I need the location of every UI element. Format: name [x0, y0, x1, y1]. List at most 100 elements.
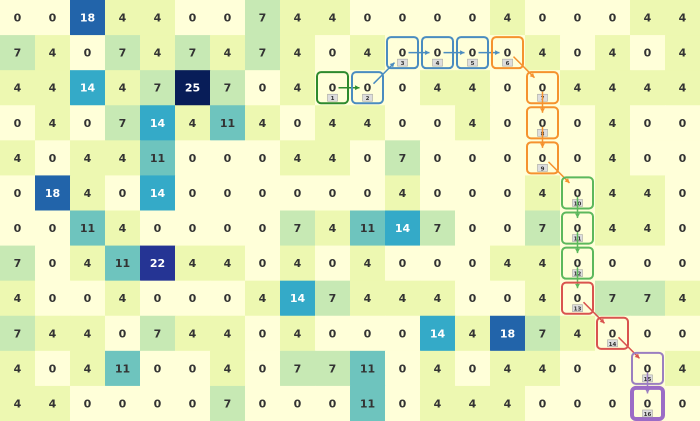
- heatmap-cell: [455, 280, 491, 317]
- cell-value-label: 0: [364, 327, 372, 340]
- heatmap-cell: [0, 385, 36, 421]
- cell-value-label: 0: [504, 187, 512, 200]
- cell-value-label: 4: [49, 47, 57, 60]
- cell-value-label: 0: [574, 152, 582, 165]
- cell-value-label: 4: [644, 82, 652, 95]
- cell-value-label: 0: [469, 152, 477, 165]
- cell-value-label: 4: [294, 47, 302, 60]
- cell-value-label: 11: [360, 362, 375, 375]
- cell-value-label: 0: [399, 257, 407, 270]
- cell-value-label: 4: [14, 397, 22, 410]
- heatmap-cell: [350, 315, 386, 352]
- cell-value-label: 0: [574, 12, 582, 25]
- heatmap-cell: [595, 35, 631, 71]
- heatmap-cell: [420, 210, 456, 247]
- cell-value-label: 0: [154, 362, 162, 375]
- arrow-head-icon: [495, 50, 500, 56]
- heatmap-cell: [595, 70, 631, 106]
- cell-value-label: 4: [119, 12, 127, 25]
- step-badge: [502, 58, 513, 67]
- cell-value-label: 0: [259, 82, 267, 95]
- heatmap-cell: [630, 35, 666, 71]
- cell-value-label: 4: [84, 152, 92, 165]
- path-arrow: [617, 336, 641, 359]
- cell-value-label: 4: [434, 397, 442, 410]
- cell-value-label: 4: [294, 12, 302, 25]
- cell-value-label: 4: [329, 117, 337, 130]
- arrow-head-icon: [540, 108, 545, 113]
- path-step-box: [526, 141, 559, 175]
- cell-value-label: 7: [609, 292, 617, 305]
- path-step-box: [491, 36, 524, 70]
- heatmap-cell: [455, 350, 491, 387]
- heatmap-cell: [280, 35, 316, 71]
- cell-value-label: 0: [574, 187, 582, 200]
- cell-value-label: 4: [539, 187, 547, 200]
- cell-value-label: 0: [644, 117, 652, 130]
- heatmap-cell: [525, 0, 561, 36]
- step-number-label: 13: [574, 307, 582, 313]
- step-badge: [642, 409, 653, 418]
- cell-value-label: 4: [84, 187, 92, 200]
- heatmap-cell: [420, 70, 456, 106]
- heatmap-cell: [595, 245, 631, 282]
- heatmap-cell: [315, 385, 351, 421]
- cell-value-label: 4: [84, 257, 92, 270]
- heatmap-cell: [595, 105, 631, 141]
- cell-value-label: 0: [119, 187, 127, 200]
- cell-value-label: 4: [259, 117, 267, 130]
- cell-value-label: 4: [14, 82, 22, 95]
- heatmap-cell: [350, 35, 386, 71]
- cell-value-label: 0: [539, 152, 547, 165]
- cell-value-label: 4: [49, 397, 57, 410]
- heatmap-cell: [350, 280, 386, 317]
- cell-value-label: 0: [469, 47, 477, 60]
- heatmap-cell: [210, 175, 246, 211]
- cell-value-label: 0: [364, 12, 372, 25]
- cell-value-label: 0: [679, 257, 687, 270]
- heatmap-cell: [0, 35, 36, 71]
- cell-value-label: 7: [119, 117, 127, 130]
- step-number-label: 5: [471, 61, 475, 67]
- cell-value-label: 0: [469, 362, 477, 375]
- heatmap-cell: [420, 280, 456, 317]
- step-number-label: 2: [366, 96, 370, 102]
- cell-value-label: 11: [360, 397, 375, 410]
- heatmap-cell: [420, 245, 456, 282]
- step-badge: [467, 58, 478, 67]
- cell-value-label: 0: [644, 47, 652, 60]
- heatmap-cell: [315, 210, 351, 247]
- heatmap-cell: [665, 210, 700, 247]
- heatmap-cell: [210, 0, 246, 36]
- cell-value-label: 0: [609, 12, 617, 25]
- step-badge: [327, 93, 338, 102]
- heatmap-cell: [665, 70, 700, 106]
- heatmap-cell: [280, 0, 316, 36]
- heatmap-cell: [630, 105, 666, 141]
- cell-value-label: 7: [294, 222, 302, 235]
- cell-value-label: 0: [609, 362, 617, 375]
- cell-value-label: 0: [434, 257, 442, 270]
- step-number-label: 6: [506, 61, 510, 67]
- heatmap-cell: [210, 245, 246, 282]
- heatmap-cell: [210, 35, 246, 71]
- heatmap-cell: [140, 0, 176, 36]
- heatmap-cell: [420, 385, 456, 421]
- cell-value-label: 0: [224, 222, 232, 235]
- cell-value-label: 0: [644, 397, 652, 410]
- cell-value-label: 4: [609, 222, 617, 235]
- cell-value-label: 0: [119, 397, 127, 410]
- heatmap-cell: [175, 175, 211, 211]
- cell-value-label: 0: [14, 222, 22, 235]
- heatmap-cell: [490, 210, 526, 247]
- cell-value-label: 4: [189, 257, 197, 270]
- path-step-box: [630, 385, 665, 421]
- heatmap-cell: [455, 70, 491, 106]
- heatmap-cell: [245, 280, 281, 317]
- heatmap-cell: [280, 140, 316, 176]
- heatmap-cell: [70, 70, 106, 106]
- heatmap-cell: [175, 140, 211, 176]
- heatmap-cell: [455, 105, 491, 141]
- cell-value-label: 4: [679, 82, 687, 95]
- heatmap-cell: [595, 175, 631, 211]
